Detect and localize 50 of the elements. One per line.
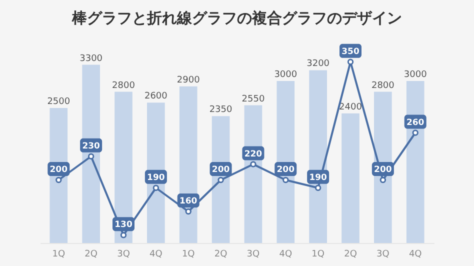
x-tick-label: 1Q bbox=[52, 250, 66, 260]
x-tick-label: 1Q bbox=[312, 250, 324, 260]
x-tick-label: 2Q bbox=[344, 250, 357, 260]
data-label: 220 bbox=[244, 149, 262, 160]
data-label: 200 bbox=[212, 165, 230, 175]
data-label: 350 bbox=[342, 46, 360, 57]
data-label: 2400 bbox=[339, 102, 362, 112]
data-label: 200 bbox=[50, 165, 68, 175]
data-label: 2800 bbox=[112, 80, 136, 91]
x-tick-label: 2Q bbox=[214, 250, 228, 260]
data-label: 190 bbox=[309, 172, 328, 183]
point bbox=[218, 176, 224, 184]
x-tick-label: 1Q bbox=[182, 250, 195, 260]
point bbox=[185, 208, 192, 215]
x-tick-label: 3Q bbox=[246, 250, 260, 260]
data-label: 200 bbox=[374, 165, 392, 175]
data-label: 200 bbox=[276, 165, 295, 175]
x-tick-label: 3Q bbox=[376, 250, 390, 260]
x-tick-label: 2Q bbox=[84, 250, 98, 260]
point bbox=[152, 184, 160, 191]
data-label: 160 bbox=[179, 196, 198, 206]
data-label: 3000 bbox=[274, 70, 298, 80]
point bbox=[347, 58, 354, 65]
point bbox=[120, 232, 127, 238]
data-label: 2800 bbox=[371, 80, 395, 91]
data-label: 2500 bbox=[47, 97, 70, 107]
point bbox=[56, 176, 62, 184]
point bbox=[314, 184, 322, 191]
point bbox=[412, 130, 418, 136]
point bbox=[250, 161, 256, 168]
bar bbox=[342, 113, 360, 243]
point bbox=[282, 176, 289, 184]
data-label: 2900 bbox=[176, 75, 200, 86]
chart-title: 棒グラフと折れ線グラフの複合グラフのデザイン bbox=[71, 8, 402, 27]
data-label: 190 bbox=[147, 172, 165, 183]
x-tick-label: 4Q bbox=[279, 250, 292, 260]
data-label: 3000 bbox=[404, 70, 428, 80]
x-tick-label: 3Q bbox=[117, 250, 130, 260]
data-label: 2350 bbox=[209, 105, 233, 116]
data-label: 130 bbox=[114, 220, 132, 230]
x-tick-label: 4Q bbox=[150, 250, 162, 260]
data-label: 3300 bbox=[80, 54, 103, 64]
data-label: 230 bbox=[82, 141, 100, 152]
data-label: 3200 bbox=[306, 59, 330, 70]
data-label: 2600 bbox=[144, 92, 168, 102]
point bbox=[380, 176, 386, 184]
x-tick-label: 4Q bbox=[408, 250, 422, 260]
point bbox=[88, 153, 94, 160]
data-label: 260 bbox=[406, 118, 424, 128]
data-label: 2550 bbox=[242, 94, 265, 104]
